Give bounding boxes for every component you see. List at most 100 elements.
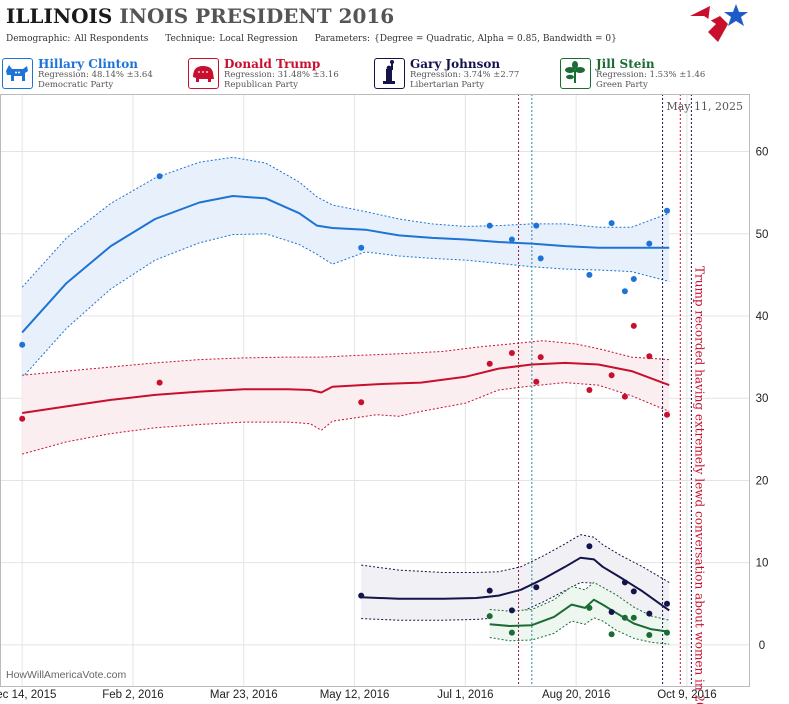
candidate-regression: Regression: 3.74% ±2.77 — [410, 70, 520, 80]
donald-trump-poll-point[interactable] — [358, 399, 365, 406]
donald-trump-poll-point[interactable] — [537, 354, 544, 361]
candidate-name: Donald Trump — [224, 57, 321, 71]
hillary-clinton-poll-point[interactable] — [19, 341, 26, 348]
axes: Dec 14, 2015 Feb 2, 2016 Mar 23, 2016 May 1… — [0, 94, 769, 701]
donald-trump-poll-point[interactable] — [508, 350, 515, 356]
candidate-card-clinton[interactable]: Hillary Clinton Regression: 48.14% ±3.64… — [0, 56, 186, 92]
donald-trump-poll-point[interactable] — [608, 372, 615, 379]
donald-trump-upper-bound — [22, 340, 670, 376]
gary-johnson-poll-point[interactable] — [358, 592, 365, 599]
donald-trump-poll-point[interactable] — [486, 360, 493, 367]
hillary-clinton-poll-point[interactable] — [586, 271, 593, 278]
candidate-party: Republican Party — [224, 80, 298, 90]
hillary-clinton-poll-point[interactable] — [621, 288, 628, 295]
jill-stein-poll-point[interactable] — [608, 631, 615, 638]
gary-johnson-poll-point[interactable] — [646, 610, 653, 617]
jill-stein-poll-point[interactable] — [664, 629, 670, 636]
hillary-clinton-poll-point[interactable] — [608, 220, 615, 227]
candidate-card-stein[interactable]: Jill Stein Regression: 1.53% ±1.46 Green… — [558, 56, 744, 92]
demographic-label: Demographic: — [6, 34, 71, 44]
hillary-clinton-band — [22, 157, 670, 378]
gary-johnson-poll-point[interactable] — [533, 584, 540, 591]
candidate-name: Jill Stein — [596, 57, 655, 71]
x-tick-label: Aug 20, 2016 — [542, 689, 610, 701]
jill-stein-poll-point[interactable] — [486, 613, 493, 620]
candidate-party: Libertarian Party — [410, 80, 485, 90]
gary-johnson-upper-bound — [361, 534, 670, 583]
technique-value: Local Regression — [219, 34, 298, 44]
donald-trump-poll-point[interactable] — [586, 387, 593, 393]
jill-stein-poll-point[interactable] — [508, 629, 515, 636]
y-tick-label: 60 — [756, 147, 769, 159]
y-tick-label: 40 — [756, 311, 769, 323]
page-title: ILLINOIS INOIS PRESIDENT 2016 — [6, 4, 394, 28]
jill-stein-poll-point[interactable] — [586, 604, 593, 611]
site-logo-icon — [690, 4, 748, 42]
donald-trump-poll-point[interactable] — [664, 411, 670, 418]
gary-johnson-poll-point[interactable] — [508, 607, 515, 614]
candidate-regression: Regression: 31.48% ±3.16 — [224, 70, 339, 80]
jill-stein-poll-point[interactable] — [621, 614, 628, 621]
donald-trump-poll-point[interactable] — [646, 353, 653, 360]
demographic-value: All Respondents — [74, 34, 149, 44]
y-tick-label: 30 — [756, 393, 769, 405]
jill-stein-poll-point[interactable] — [646, 632, 653, 638]
candidate-card-trump[interactable]: Donald Trump Regression: 31.48% ±3.16 Re… — [186, 56, 372, 92]
parameters-line: Demographic: All Respondents Technique: Lo… — [6, 34, 621, 44]
candidate-card-johnson[interactable]: Gary Johnson Regression: 3.74% ±2.77 Lib… — [372, 56, 558, 92]
title-rest: INOIS PRESIDENT 2016 — [119, 4, 395, 28]
candidate-regression: Regression: 1.53% ±1.46 — [596, 70, 706, 80]
y-tick-label: 10 — [756, 558, 769, 570]
x-tick-label: Jul 1, 2016 — [437, 689, 493, 701]
x-tick-label: Mar 23, 2016 — [210, 689, 278, 701]
date-label: May 11, 2025 — [666, 100, 743, 113]
poll-points — [19, 173, 670, 638]
hillary-clinton-poll-point[interactable] — [156, 173, 163, 180]
jill-stein-trend-line — [489, 598, 670, 633]
gary-johnson-poll-point[interactable] — [630, 588, 637, 595]
technique-label: Technique: — [165, 34, 216, 44]
candidate-name: Hillary Clinton — [38, 57, 138, 71]
elephant-icon — [188, 58, 219, 89]
donald-trump-poll-point[interactable] — [19, 415, 26, 422]
donald-trump-trend-line — [22, 361, 670, 414]
x-tick-label: Dec 14, 2015 — [0, 689, 56, 701]
gary-johnson-poll-point[interactable] — [586, 543, 593, 550]
gary-johnson-poll-point[interactable] — [621, 579, 628, 586]
donald-trump-poll-point[interactable] — [533, 378, 540, 385]
candidate-regression: Regression: 48.14% ±3.64 — [38, 70, 153, 80]
x-tick-label: May 12, 2016 — [320, 689, 390, 701]
jill-stein-band — [489, 582, 670, 645]
donald-trump-band — [22, 340, 670, 455]
plot-frame — [0, 94, 750, 687]
hillary-clinton-poll-point[interactable] — [630, 276, 637, 282]
jill-stein-upper-bound — [489, 581, 670, 621]
gary-johnson-poll-point[interactable] — [664, 600, 670, 607]
gary-johnson-poll-point[interactable] — [608, 609, 615, 615]
donald-trump-lower-bound — [22, 382, 670, 455]
site-credit: HowWillAmericaVote.com — [6, 669, 126, 681]
hillary-clinton-poll-point[interactable] — [358, 244, 365, 251]
donald-trump-poll-point[interactable] — [630, 322, 637, 329]
donald-trump-poll-point[interactable] — [156, 379, 163, 386]
hillary-clinton-lower-bound — [21, 233, 670, 379]
green-plant-icon — [560, 58, 591, 89]
gary-johnson-trend-line — [361, 556, 670, 612]
event-annotation: Trump recorded having extremely lewd con… — [692, 266, 706, 704]
hillary-clinton-poll-point[interactable] — [508, 236, 515, 243]
event-lines — [518, 94, 692, 686]
jill-stein-poll-point[interactable] — [630, 614, 637, 621]
hillary-clinton-poll-point[interactable] — [664, 207, 670, 214]
hillary-clinton-poll-point[interactable] — [486, 222, 493, 229]
hillary-clinton-poll-point[interactable] — [533, 222, 540, 229]
gary-johnson-poll-point[interactable] — [486, 587, 493, 594]
hillary-clinton-poll-point[interactable] — [646, 240, 653, 247]
liberty-statue-icon — [374, 58, 405, 89]
candidate-party: Green Party — [596, 80, 648, 90]
donkey-icon — [2, 58, 33, 89]
parameters-label: Parameters: — [314, 34, 371, 44]
hillary-clinton-poll-point[interactable] — [537, 255, 544, 262]
donald-trump-poll-point[interactable] — [621, 393, 628, 400]
hillary-clinton-upper-bound — [21, 156, 670, 288]
